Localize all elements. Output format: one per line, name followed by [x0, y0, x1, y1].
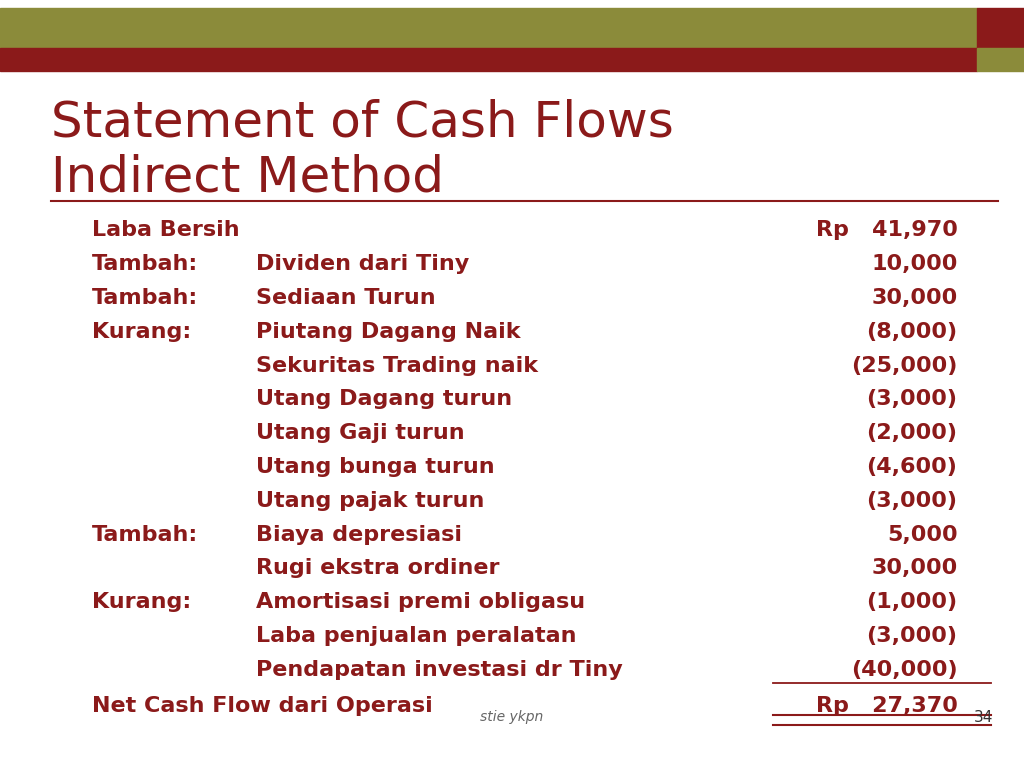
Text: Sediaan Turun: Sediaan Turun	[256, 288, 435, 308]
Text: (1,000): (1,000)	[866, 592, 957, 612]
Text: 30,000: 30,000	[871, 288, 957, 308]
Text: Rugi ekstra ordiner: Rugi ekstra ordiner	[256, 558, 500, 578]
Text: Pendapatan investasi dr Tiny: Pendapatan investasi dr Tiny	[256, 660, 623, 680]
Text: Amortisasi premi obligasu: Amortisasi premi obligasu	[256, 592, 585, 612]
Text: Tambah:: Tambah:	[92, 525, 199, 545]
Text: stie ykpn: stie ykpn	[480, 710, 544, 724]
Text: Tambah:: Tambah:	[92, 288, 199, 308]
Text: Utang Dagang turun: Utang Dagang turun	[256, 389, 512, 409]
Text: Laba penjualan peralatan: Laba penjualan peralatan	[256, 626, 577, 646]
Text: Utang bunga turun: Utang bunga turun	[256, 457, 495, 477]
Text: (4,600): (4,600)	[866, 457, 957, 477]
Text: 5,000: 5,000	[887, 525, 957, 545]
Text: (2,000): (2,000)	[866, 423, 957, 443]
Text: (25,000): (25,000)	[851, 356, 957, 376]
Text: Kurang:: Kurang:	[92, 592, 191, 612]
Text: Statement of Cash Flows: Statement of Cash Flows	[51, 98, 674, 146]
Text: (3,000): (3,000)	[866, 626, 957, 646]
Text: (40,000): (40,000)	[851, 660, 957, 680]
Text: Utang Gaji turun: Utang Gaji turun	[256, 423, 465, 443]
Text: Rp   27,370: Rp 27,370	[815, 696, 957, 716]
Bar	[0, 8, 977, 48]
Text: 34: 34	[974, 710, 993, 725]
Bar	[0, 48, 977, 71]
Text: Piutang Dagang Naik: Piutang Dagang Naik	[256, 322, 520, 342]
Text: Tambah:: Tambah:	[92, 254, 199, 274]
Text: Biaya depresiasi: Biaya depresiasi	[256, 525, 462, 545]
Text: Laba Bersih: Laba Bersih	[92, 220, 240, 240]
Text: Indirect Method: Indirect Method	[51, 154, 444, 201]
Text: 10,000: 10,000	[871, 254, 957, 274]
Text: Kurang:: Kurang:	[92, 322, 191, 342]
Bar	[977, 48, 1024, 71]
Text: (8,000): (8,000)	[866, 322, 957, 342]
Text: Utang pajak turun: Utang pajak turun	[256, 491, 484, 511]
Text: Rp   41,970: Rp 41,970	[815, 220, 957, 240]
Text: (3,000): (3,000)	[866, 491, 957, 511]
Text: 30,000: 30,000	[871, 558, 957, 578]
Text: Sekuritas Trading naik: Sekuritas Trading naik	[256, 356, 538, 376]
Bar	[977, 8, 1024, 48]
Text: (3,000): (3,000)	[866, 389, 957, 409]
Text: Dividen dari Tiny: Dividen dari Tiny	[256, 254, 469, 274]
Text: Net Cash Flow dari Operasi: Net Cash Flow dari Operasi	[92, 696, 433, 716]
